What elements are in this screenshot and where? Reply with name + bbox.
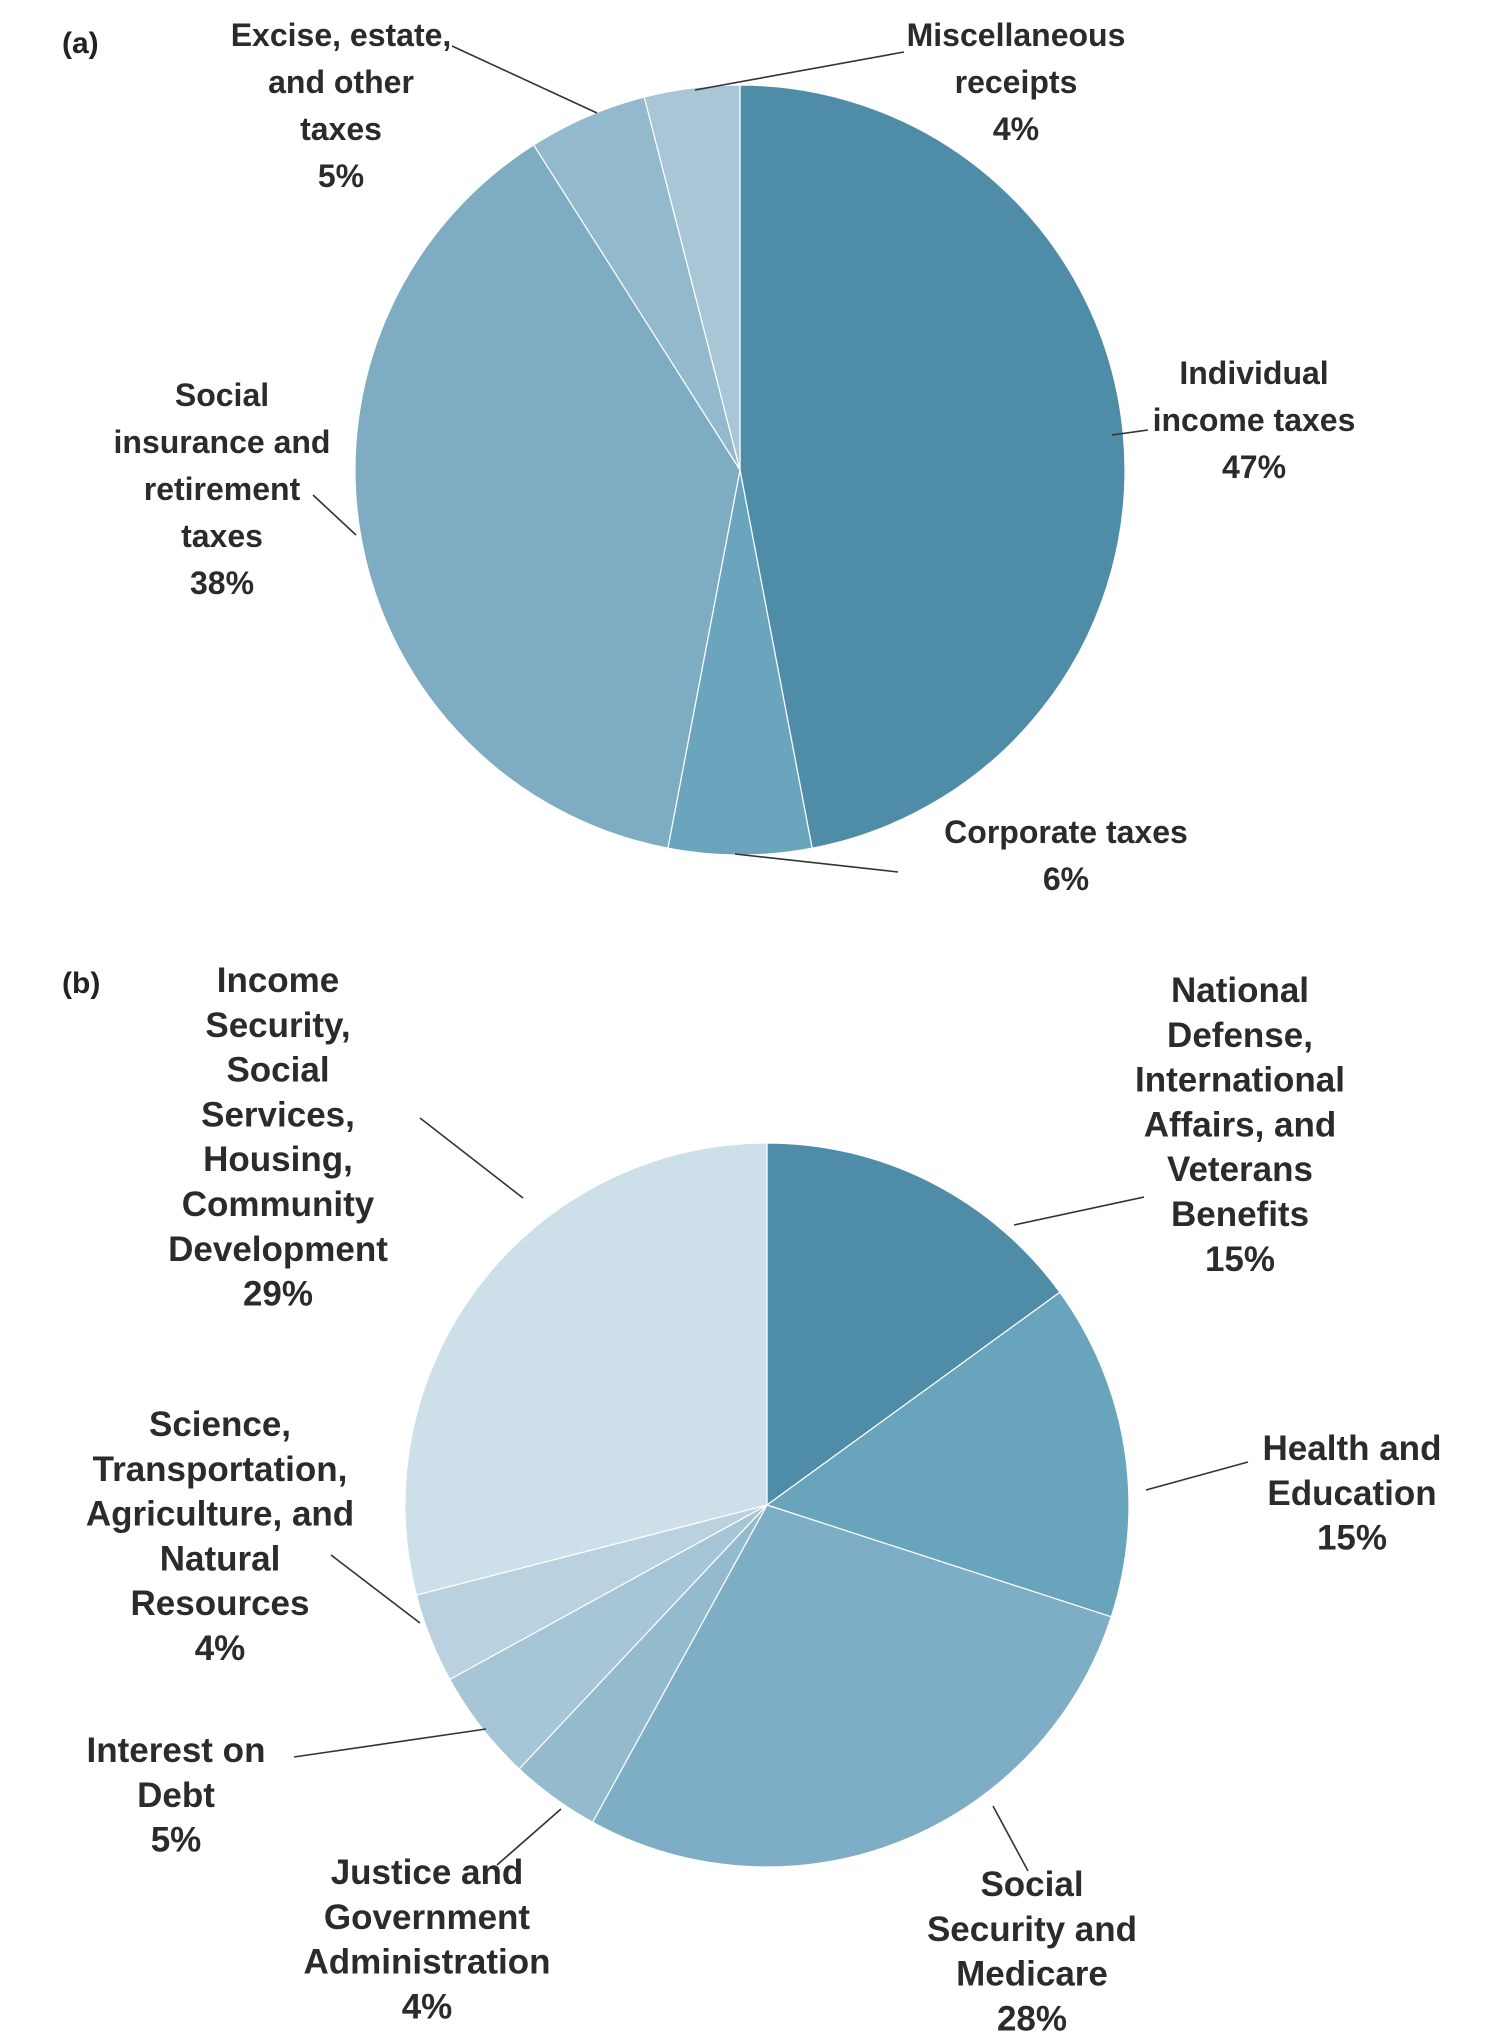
leader-line-miscellaneous-receipts: [694, 51, 905, 91]
slice-percent-label: 28%: [997, 1999, 1067, 2038]
pie-slice-social-insurance-and-retirement-taxes: [354, 144, 741, 849]
slice-label-line: Benefits: [1171, 1195, 1309, 1234]
slice-percent-label: 4%: [195, 1629, 246, 1668]
slice-label-health-and-education: Health and Education 15%: [1263, 1429, 1442, 1558]
leader-line-income-security-social-services-housing-community-development: [419, 1117, 524, 1199]
slice-label-income-security-social-services-housing-community-development: Income Security, Social Services, Housing, Co…: [168, 961, 388, 1314]
pie-slice-national-defense-international-affairs-and-veterans-benefits: [766, 1142, 1061, 1507]
slice-percent-label: 15%: [1317, 1519, 1387, 1558]
slice-label-corporate-taxes: Corporate taxes 6%: [944, 814, 1188, 897]
leader-line-interest-on-debt: [293, 1728, 487, 1758]
slice-label-science-transportation-agriculture-and-natural-resources: Science, Transportation, Agriculture, and N…: [86, 1405, 354, 1668]
slice-label-line: insurance and: [114, 424, 331, 460]
slice-label-line: International: [1135, 1061, 1345, 1100]
slice-label-line: Community: [182, 1185, 375, 1224]
slice-label-line: and other: [268, 64, 414, 100]
leader-line-individual-income-taxes: [1111, 429, 1149, 436]
slice-label-line: Natural: [160, 1539, 281, 1578]
pie-chart-b: (b) National Defense, International Affairs…: [62, 961, 1441, 2038]
slice-label-social-insurance-and-retirement-taxes: Social insurance and retirement taxes 38%: [114, 377, 331, 601]
leader-line-health-and-education: [1145, 1461, 1249, 1491]
slice-label-line: Excise, estate,: [231, 17, 452, 53]
slice-label-line: Social: [980, 1865, 1083, 1904]
slice-percent-label: 47%: [1222, 449, 1286, 485]
pie-slice-individual-income-taxes: [739, 84, 1126, 849]
slice-label-line: income taxes: [1153, 402, 1356, 438]
slice-label-line: Social: [175, 377, 269, 413]
slice-label-line: National: [1171, 971, 1309, 1010]
slice-label-line: taxes: [181, 518, 263, 554]
slice-percent-label: 15%: [1205, 1240, 1275, 1279]
slice-label-line: Individual: [1179, 355, 1328, 391]
slice-label-social-security-and-medicare: Social Security and Medicare 28%: [927, 1865, 1137, 2038]
slice-label-line: Affairs, and: [1144, 1105, 1337, 1144]
slice-percent-label: 4%: [993, 111, 1039, 147]
slice-label-line: Defense,: [1167, 1016, 1313, 1055]
slice-label-line: Housing,: [203, 1140, 353, 1179]
pie-slice-social-security-and-medicare: [591, 1504, 1113, 1868]
slice-label-line: Security and: [927, 1910, 1137, 1949]
slice-label-line: Debt: [137, 1776, 215, 1815]
slice-label-line: Education: [1267, 1474, 1436, 1513]
slice-label-line: Interest on: [87, 1731, 266, 1770]
slice-label-line: Resources: [131, 1584, 310, 1623]
slice-label-line: retirement: [144, 471, 301, 507]
slice-label-line: Income: [217, 961, 340, 1000]
leader-line-social-insurance-and-retirement-taxes: [312, 494, 357, 536]
slice-label-line: taxes: [300, 111, 382, 147]
slice-label-miscellaneous-receipts: Miscellaneous receipts 4%: [907, 17, 1126, 147]
leader-line-justice-and-government-administration: [496, 1808, 562, 1866]
slice-label-excise-estate-and-other-taxes: Excise, estate, and other taxes 5%: [231, 17, 452, 194]
slice-label-line: Agriculture, and: [86, 1495, 354, 1534]
panel-label-a: (a): [62, 27, 99, 60]
slice-label-line: receipts: [955, 64, 1078, 100]
slice-percent-label: 38%: [190, 565, 254, 601]
slice-percent-label: 5%: [318, 158, 364, 194]
slice-label-line: Security,: [205, 1006, 350, 1045]
pie-chart-a: (a) Individual income taxes 47% Corporate t…: [62, 17, 1355, 897]
slice-label-line: Miscellaneous: [907, 17, 1126, 53]
pie-slice-income-security-social-services-housing-community-development: [404, 1142, 768, 1596]
slice-label-line: Health and: [1263, 1429, 1442, 1468]
panel-label-b: (b): [62, 967, 100, 1000]
leader-line-excise-estate-and-other-taxes: [451, 45, 598, 114]
slice-label-interest-on-debt: Interest on Debt 5%: [87, 1731, 266, 1860]
pie-slice-miscellaneous-receipts: [643, 84, 741, 471]
leader-line-corporate-taxes: [734, 853, 899, 873]
slice-label-line: Social: [226, 1051, 329, 1090]
slice-label-line: Justice and: [331, 1853, 524, 1892]
slice-label-national-defense-international-affairs-and-veterans-benefits: National Defense, International Affairs, an…: [1135, 971, 1345, 1279]
slice-label-justice-and-government-administration: Justice and Government Administration 4%: [304, 1853, 551, 2026]
slice-label-line: Corporate taxes: [944, 814, 1188, 850]
slice-label-line: Transportation,: [93, 1450, 348, 1489]
slice-percent-label: 6%: [1043, 861, 1089, 897]
slice-label-line: Veterans: [1167, 1150, 1313, 1189]
slice-label-line: Administration: [304, 1943, 551, 1982]
slice-percent-label: 4%: [402, 1987, 453, 2026]
slice-percent-label: 29%: [243, 1275, 313, 1314]
leader-line-social-security-and-medicare: [992, 1805, 1029, 1872]
leader-line-national-defense-international-affairs-and-veterans-benefits: [1013, 1196, 1145, 1226]
slice-percent-label: 5%: [151, 1821, 202, 1860]
slice-label-line: Medicare: [956, 1955, 1108, 1994]
slice-label-line: Development: [168, 1230, 388, 1269]
slice-label-line: Government: [324, 1898, 530, 1937]
slice-label-line: Services,: [201, 1095, 355, 1134]
leader-line-science-transportation-agriculture-and-natural-resources: [330, 1554, 421, 1624]
pie-slice-health-and-education: [765, 1291, 1130, 1618]
slice-label-line: Science,: [149, 1405, 291, 1444]
slice-label-individual-income-taxes: Individual income taxes 47%: [1153, 355, 1356, 485]
